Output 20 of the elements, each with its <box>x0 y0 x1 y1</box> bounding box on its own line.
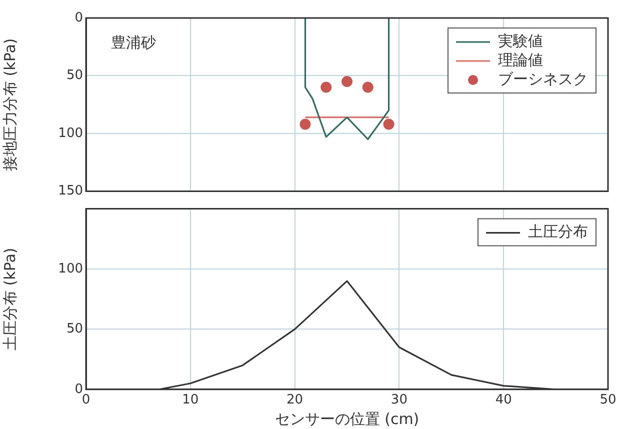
y-tick-label: 50 <box>66 68 83 84</box>
legend-label: 理論値 <box>498 50 543 69</box>
x-tick-label: 50 <box>600 392 616 408</box>
legend-label: 実験値 <box>498 32 543 50</box>
legend-label: 土圧分布 <box>528 222 588 241</box>
y-tick-label: 150 <box>58 184 83 199</box>
y-tick-label: 50 <box>66 322 83 337</box>
y-tick-label: 0 <box>74 10 83 26</box>
annotation: 豊浦砂 <box>111 33 156 52</box>
legend-label: ブーシネスク <box>498 70 588 88</box>
x-tick-label: 10 <box>182 392 199 408</box>
y-axis-title: 接地圧力分布 (kPa) <box>0 38 19 171</box>
y-tick-label: 0 <box>74 382 83 397</box>
y-axis-title: 土圧分布 (kPa) <box>0 248 19 350</box>
y-tick-label: 100 <box>58 126 83 141</box>
x-axis-title: センサーの位置 (cm) <box>274 410 420 428</box>
x-tick-label: 30 <box>390 392 408 408</box>
x-tick-label: 20 <box>286 392 304 408</box>
y-tick-label: 100 <box>58 261 83 276</box>
x-tick-label: 40 <box>495 392 512 408</box>
